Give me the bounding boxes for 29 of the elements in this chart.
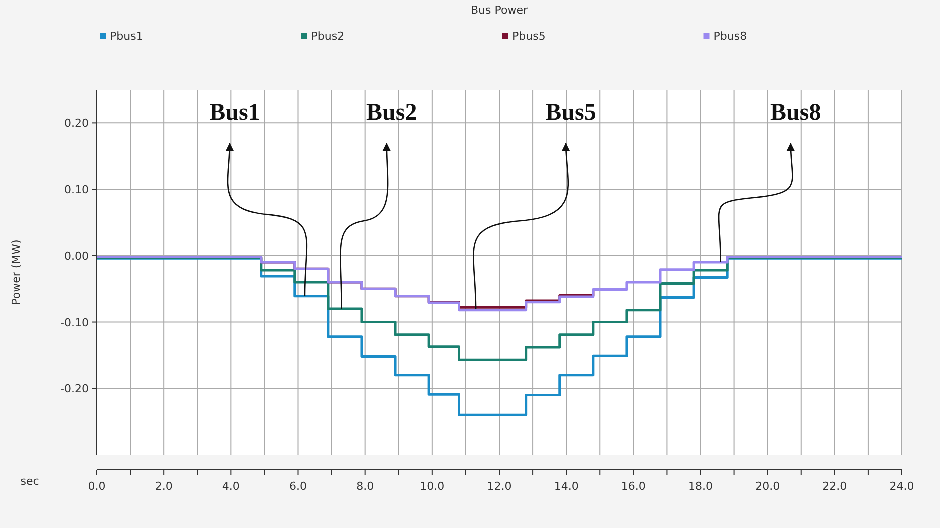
legend-label: Pbus5 (512, 30, 546, 43)
annotation: Bus1 (210, 100, 260, 126)
y-tick-label: -0.10 (60, 316, 89, 330)
y-tick-label: 0.00 (64, 250, 89, 263)
annotation: Bus2 (366, 100, 418, 126)
x-tick-label: 18.0 (688, 480, 713, 493)
x-tick-label: 14.0 (554, 480, 579, 493)
x-tick-label: 4.0 (222, 480, 240, 493)
y-tick-label: -0.20 (60, 382, 89, 396)
x-axis-title: sec (20, 475, 40, 488)
annotation: Bus5 (546, 100, 596, 126)
x-tick-label: 8.0 (356, 480, 374, 493)
legend-label: Pbus8 (714, 30, 748, 43)
x-tick-label: 2.0 (155, 480, 173, 493)
x-tick-label: 24.0 (890, 480, 914, 493)
chart-title: Bus Power (470, 4, 528, 17)
x-tick-label: 10.0 (420, 480, 445, 493)
y-tick-label: 0.20 (64, 117, 89, 130)
y-tick-label: 0.10 (64, 184, 89, 197)
annotation: Bus8 (770, 100, 822, 126)
legend-label: Pbus1 (110, 30, 144, 43)
x-tick-label: 16.0 (621, 480, 646, 493)
legend-label: Pbus2 (311, 30, 345, 43)
x-tick-label: 0.0 (88, 480, 106, 493)
y-axis-title: Power (MW) (10, 240, 23, 306)
x-tick-label: 6.0 (290, 480, 307, 493)
x-tick-label: 12.0 (487, 480, 512, 493)
x-tick-label: 22.0 (822, 480, 848, 493)
x-tick-label: 20.0 (756, 480, 780, 493)
